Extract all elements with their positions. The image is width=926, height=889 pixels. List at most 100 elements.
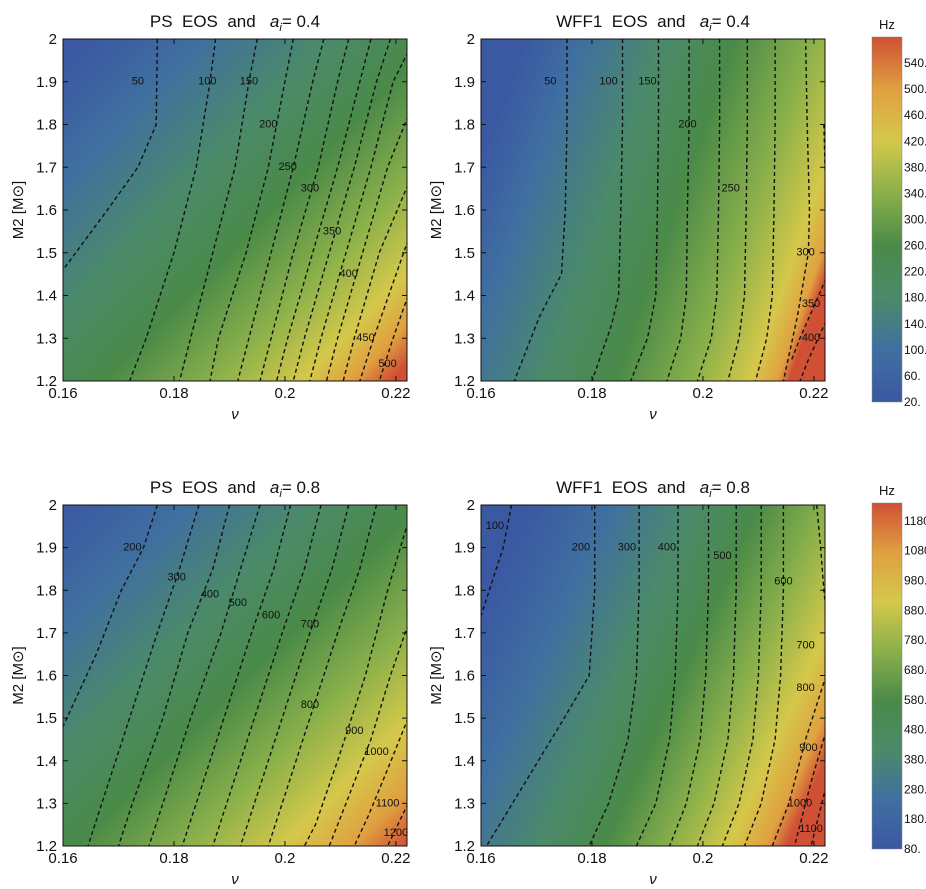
colorbar-tick-label: 80. bbox=[904, 842, 921, 856]
colorbar-tick-label: 20. bbox=[904, 395, 921, 409]
title-symbol: a bbox=[270, 478, 279, 497]
colorbar-tick-label: 780. bbox=[904, 633, 926, 647]
colorbar-gradient bbox=[871, 36, 903, 403]
y-tick-label: 1.3 bbox=[36, 330, 57, 347]
x-tick-label: 0.2 bbox=[275, 850, 296, 867]
contour-line-400 bbox=[635, 505, 679, 846]
y-axis-label: M2 [M⊙] bbox=[10, 181, 27, 239]
colorbar-tick-label: 300. bbox=[904, 213, 926, 227]
y-tick-label: 1.2 bbox=[36, 373, 57, 390]
contour-line-450 bbox=[325, 116, 407, 381]
y-tick-label: 1.3 bbox=[454, 330, 475, 347]
title-value: = 0.8 bbox=[282, 478, 320, 497]
contour-line-unlabeled bbox=[239, 505, 350, 846]
contour-line-400 bbox=[292, 39, 392, 381]
contour-line-900 bbox=[303, 523, 407, 846]
contour-label: 900 bbox=[799, 742, 817, 754]
y-tick-label: 1.4 bbox=[454, 288, 475, 305]
panel-title: PS EOS and ai= 0.4 bbox=[150, 12, 320, 34]
contour-lines bbox=[63, 39, 407, 381]
y-tick-label: 1.6 bbox=[36, 668, 57, 685]
density-field bbox=[63, 39, 407, 381]
y-tick-label: 1.2 bbox=[454, 373, 475, 390]
contour-label: 300 bbox=[796, 247, 814, 259]
colorbar-tick-label: 460. bbox=[904, 108, 926, 122]
contour-line-1000 bbox=[328, 625, 407, 846]
y-tick-label: 1.2 bbox=[454, 838, 475, 855]
contour-label: 200 bbox=[678, 118, 696, 130]
contour-line-unlabeled bbox=[754, 39, 776, 381]
contour-line-900 bbox=[793, 732, 825, 846]
panel-title: PS EOS and ai= 0.8 bbox=[150, 478, 320, 500]
x-tick-label: 0.18 bbox=[159, 385, 188, 402]
y-tick-label: 1.9 bbox=[454, 74, 475, 91]
colorbar-tick-label: 140. bbox=[904, 317, 926, 331]
contour-lines bbox=[513, 39, 825, 381]
x-tick-label: 0.18 bbox=[577, 385, 606, 402]
panel-2: 50 100 150 200 250 300 350 400 0.16 0.18 0.2 0.22 1.… bbox=[428, 12, 829, 423]
contour-line-1100 bbox=[353, 718, 407, 846]
colorbar-tick-label: 540. bbox=[904, 56, 926, 70]
colorbar-tick-label: 380. bbox=[904, 160, 926, 174]
contour-line-700 bbox=[816, 505, 825, 608]
title-subscript: i bbox=[709, 488, 712, 500]
contour-label: 1000 bbox=[364, 746, 388, 758]
colorbar-tick-label: 180. bbox=[904, 812, 926, 826]
contour-line-500 bbox=[148, 505, 261, 846]
contour-label: 50 bbox=[544, 76, 556, 88]
y-tick-label: 1.8 bbox=[36, 582, 57, 599]
contour-line-400 bbox=[799, 321, 825, 381]
x-tick-label: 0.16 bbox=[48, 385, 77, 402]
y-tick-label: 1.5 bbox=[454, 245, 475, 262]
contour-label: 150 bbox=[638, 76, 656, 88]
panel-title: WFF1 EOS and ai= 0.4 bbox=[556, 12, 750, 34]
contour-label: 700 bbox=[796, 640, 814, 652]
contour-label: 200 bbox=[572, 542, 590, 554]
density-field bbox=[481, 505, 825, 846]
contour-line-50 bbox=[63, 39, 158, 271]
contour-label: 700 bbox=[301, 618, 319, 630]
contour-line-unlabeled bbox=[342, 185, 407, 381]
contour-line-700 bbox=[212, 505, 322, 846]
contour-lines bbox=[481, 505, 825, 846]
colorbar-tick-label: 880. bbox=[904, 603, 926, 617]
contour-label: 400 bbox=[201, 588, 219, 600]
y-tick-label: 1.7 bbox=[36, 625, 57, 642]
x-tick-label: 0.22 bbox=[799, 850, 828, 867]
colorbar-tick-label: 580. bbox=[904, 693, 926, 707]
contour-line-200 bbox=[63, 505, 158, 727]
x-axis-label: ν bbox=[649, 871, 657, 888]
title-text: WFF1 EOS and bbox=[556, 12, 700, 31]
colorbar-tick-label: 680. bbox=[904, 663, 926, 677]
panel-1: 50 100 150 200 250 300 350 400 450 500 0.16 0.18 0.2… bbox=[10, 12, 411, 423]
contour-line-250 bbox=[727, 39, 748, 381]
contour-label: 1100 bbox=[799, 823, 823, 835]
panel-title: WFF1 EOS and ai= 0.8 bbox=[556, 478, 750, 500]
density-field bbox=[63, 505, 407, 846]
y-tick-label: 2 bbox=[49, 497, 57, 514]
colorbar-tick-label: 480. bbox=[904, 723, 926, 737]
title-subscript: i bbox=[279, 488, 282, 500]
contour-label: 400 bbox=[802, 332, 820, 344]
contour-line-unlabeled bbox=[696, 39, 721, 381]
contour-label: 50 bbox=[132, 76, 144, 88]
title-text: WFF1 EOS and bbox=[556, 478, 700, 497]
contour-line-500 bbox=[696, 505, 737, 846]
colorbar-top: Hz 540. 500. 460. 420. 380. 340. 300. 260. 220. 18… bbox=[871, 17, 926, 409]
contour-label: 600 bbox=[774, 576, 792, 588]
contour-line-800 bbox=[267, 505, 378, 846]
contour-label: 200 bbox=[123, 542, 141, 554]
y-tick-label: 1.8 bbox=[454, 582, 475, 599]
contour-line-800 bbox=[771, 676, 825, 846]
contour-label: 200 bbox=[259, 118, 277, 130]
y-tick-label: 1.7 bbox=[454, 159, 475, 176]
contour-line-100 bbox=[128, 39, 217, 381]
panel-4: 100 200 300 400 500 600 700 800 900 1000 1100 0.16 0… bbox=[428, 478, 829, 888]
x-tick-label: 0.2 bbox=[693, 385, 714, 402]
x-axis-label: ν bbox=[231, 406, 239, 423]
x-tick-label: 0.16 bbox=[48, 850, 77, 867]
contour-line-unlabeled bbox=[668, 505, 710, 846]
y-axis-label: M2 [M⊙] bbox=[10, 646, 27, 704]
contour-label: 300 bbox=[168, 571, 186, 583]
contour-label: 100 bbox=[198, 76, 216, 88]
